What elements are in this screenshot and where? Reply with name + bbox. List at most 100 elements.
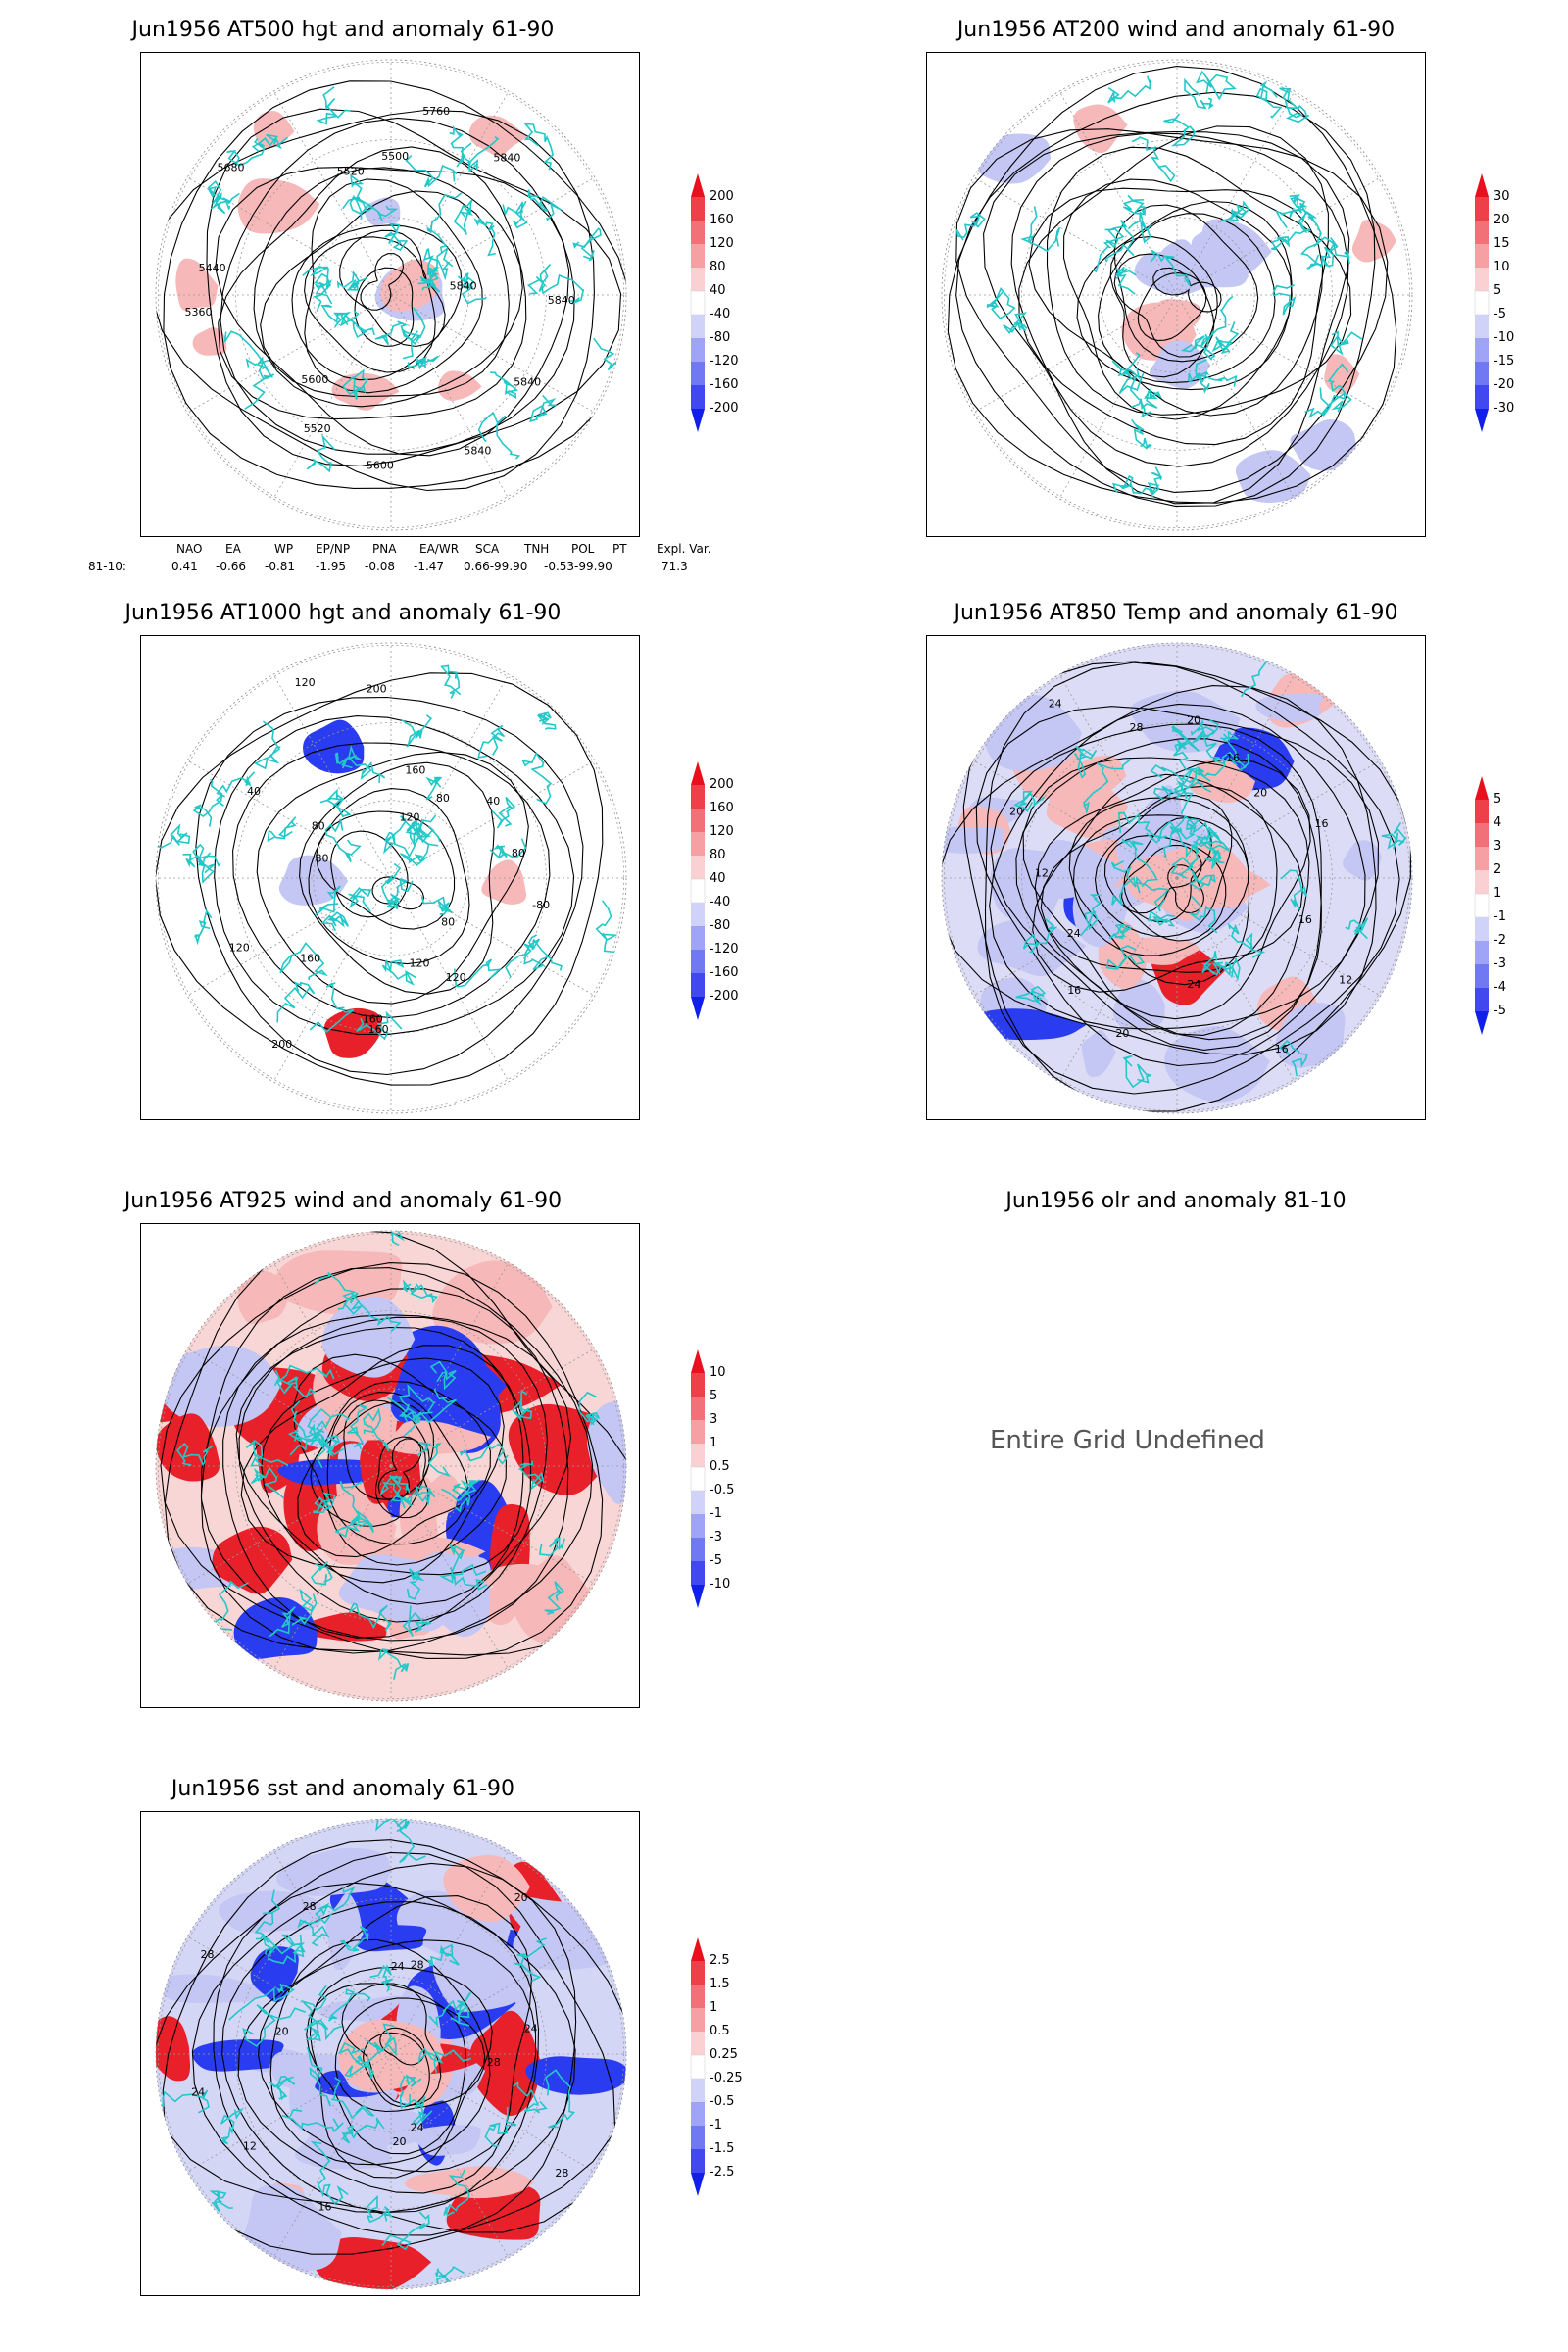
- contour-line: [308, 788, 470, 965]
- colorbar-tick-label: -5: [1494, 307, 1506, 321]
- coastline: [956, 212, 986, 241]
- map-boundary: [941, 59, 1413, 531]
- index-value: -0.08: [365, 560, 396, 573]
- coastline: [250, 1466, 285, 1499]
- contour-label: 28: [303, 1900, 317, 1913]
- coastline: [310, 1561, 333, 1586]
- colorbar-tick-label: -5: [710, 1553, 722, 1568]
- coastline: [1148, 910, 1176, 927]
- colorbar-arrow-bottom: [691, 1585, 705, 1608]
- coastline: [405, 155, 458, 188]
- contour-label: 80: [316, 852, 329, 864]
- contour-label: 28: [487, 2056, 501, 2069]
- colorbar-segment: [1475, 220, 1489, 244]
- coastline: [539, 1536, 565, 1557]
- anomaly-patch: [985, 695, 1083, 771]
- meridian-line: [1176, 294, 1382, 414]
- coastline: [344, 2053, 370, 2078]
- colorbar-segment: [1475, 268, 1489, 291]
- colorbar-tick-label: 3: [1494, 839, 1502, 854]
- coastline: [382, 831, 424, 858]
- coastline: [1022, 917, 1058, 954]
- colorbar-segment: [691, 385, 705, 409]
- contour-line: [1010, 132, 1349, 467]
- contour-line: [162, 1839, 626, 2255]
- anomaly-patch: [468, 115, 529, 157]
- contour-line: [1094, 795, 1233, 938]
- colorbar-tick-label: -30: [1494, 401, 1515, 416]
- coastline: [316, 86, 351, 125]
- meridian-line: [186, 760, 392, 879]
- contour-line: [1137, 272, 1207, 341]
- coastline: [330, 2077, 375, 2120]
- coastline: [267, 1934, 306, 1965]
- coastline: [441, 1479, 477, 1502]
- anomaly-patch: [1073, 104, 1128, 154]
- contour-line: [326, 1392, 468, 1545]
- colorbar-tick-label: 5: [710, 1389, 718, 1403]
- colorbar-segment: [691, 785, 705, 808]
- coastline: [1107, 75, 1152, 104]
- map-1000hgt: -80 80 120 120 160 160 200 160 120 80 40 80 120 200 16…: [140, 635, 640, 1120]
- colorbar-swatches: [1474, 776, 1490, 1035]
- contour-line: [379, 2027, 425, 2066]
- map-boundary: [155, 1230, 627, 1702]
- map-850temp: 16 12 16 24 20 16 24 12 20 24 28 20 16 20 16: [926, 635, 1426, 1120]
- colorbar-segment: [691, 1396, 705, 1420]
- contour-label: 28: [555, 2167, 568, 2180]
- contour-line: [291, 224, 463, 381]
- colorbar-segment: [1475, 941, 1489, 964]
- colorbar-tick-label: 40: [710, 871, 726, 886]
- coastline: [1111, 474, 1153, 496]
- coastline: [223, 330, 273, 378]
- contour-line: [235, 1326, 524, 1605]
- contour-line: [221, 1901, 540, 2214]
- coastline: [366, 2194, 394, 2223]
- index-header: POL: [571, 542, 595, 556]
- latitude-circle: [943, 644, 1411, 1112]
- coastline: [401, 714, 433, 748]
- contour-line: [213, 1882, 576, 2213]
- contour-line: [975, 706, 1379, 1067]
- colorbar-tick-label: -15: [1494, 354, 1515, 368]
- colorbar-segment: [1475, 315, 1489, 338]
- colorbar-tick-label: -2: [1494, 933, 1506, 948]
- coastline: [386, 878, 414, 910]
- colorbar-segment: [1475, 964, 1489, 988]
- coastline: [416, 1442, 451, 1478]
- contour-label: 5600: [367, 460, 394, 472]
- coastline: [192, 843, 221, 867]
- coastline: [1073, 746, 1098, 779]
- contour-label: 120: [410, 957, 430, 970]
- colorbar-tick-label: 200: [710, 777, 734, 792]
- anomaly-patch: [380, 259, 440, 312]
- contour-line: [1040, 785, 1278, 973]
- coastline: [1270, 227, 1311, 251]
- index-value: -0.66: [216, 560, 247, 573]
- colorbar-segment: [691, 2102, 705, 2126]
- coastline: [453, 199, 474, 235]
- colorbar-segment: [691, 244, 705, 268]
- colorbar-tick-label: -160: [710, 377, 739, 392]
- coastline: [1313, 236, 1350, 264]
- contour-line: [222, 1314, 572, 1639]
- meridian-line: [390, 294, 510, 500]
- coastline: [1196, 70, 1237, 101]
- contour-line: [156, 1851, 616, 2233]
- polar-map: [941, 59, 1413, 531]
- colorbar-segment: [691, 1538, 705, 1561]
- coastline: [289, 1408, 331, 1456]
- coastline: [314, 1271, 363, 1315]
- colorbar-arrow-top: [691, 173, 705, 197]
- coastline: [527, 189, 563, 221]
- coastline: [287, 1429, 326, 1469]
- colorbar-tick-label: 0.25: [710, 2047, 738, 2062]
- coastline: [1079, 894, 1102, 937]
- colorbar-segment: [691, 2008, 705, 2032]
- colorbar-arrow-bottom: [1475, 1011, 1489, 1035]
- contour-line: [316, 810, 456, 930]
- contour-label: 5500: [381, 150, 409, 163]
- coastline: [477, 724, 506, 759]
- latitude-circle: [157, 1232, 625, 1700]
- contour-line: [363, 2032, 430, 2108]
